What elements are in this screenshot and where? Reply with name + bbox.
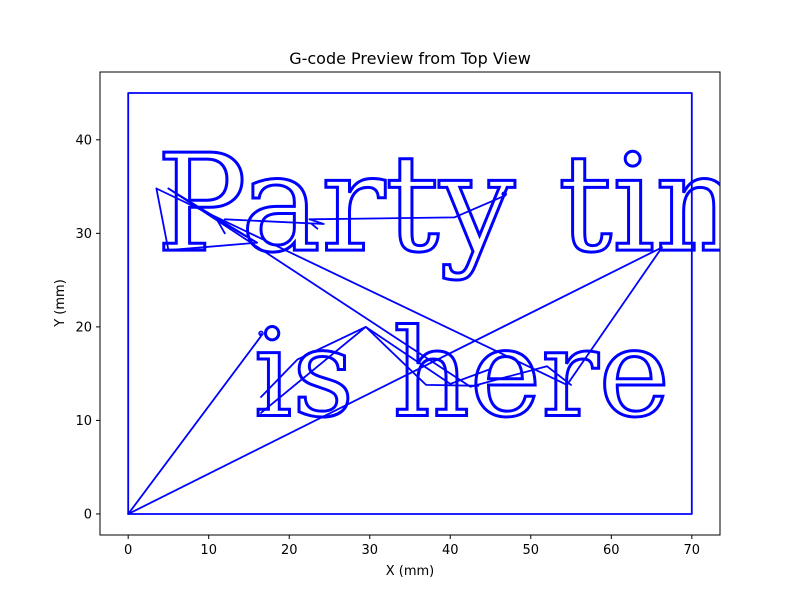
x-tick-label: 30 (361, 543, 378, 558)
x-tick-label: 50 (523, 543, 540, 558)
y-tick-label: 30 (75, 227, 92, 242)
x-tick-label: 0 (124, 543, 132, 558)
x-tick-label: 70 (684, 543, 701, 558)
toolpath-series-8 (260, 325, 492, 414)
engraved-text-line: is here (254, 305, 670, 445)
x-tick-label: 40 (442, 543, 459, 558)
x-tick-label: 10 (200, 543, 217, 558)
plot-content: Party time is here (127, 92, 800, 515)
toolpath-series-1 (127, 332, 262, 515)
toolpath-series-0 (127, 92, 693, 515)
toolpath-series-5 (215, 218, 258, 244)
chart-title: G-code Preview from Top View (289, 49, 531, 68)
toolpath-series-3 (155, 187, 258, 252)
plot-area (99, 71, 721, 536)
x-axis-label: X (mm) (386, 564, 435, 579)
toolpath-series-9 (310, 223, 319, 230)
toolpath-endpoint-marker (258, 330, 264, 337)
y-tick-label: 10 (75, 414, 92, 429)
y-axis-ticks: 0 10 20 30 40 (75, 133, 100, 522)
y-axis-label: Y (mm) (53, 279, 68, 328)
y-tick-label: 20 (75, 320, 92, 335)
x-tick-label: 20 (281, 543, 298, 558)
x-axis-ticks: 0 10 20 30 40 50 60 70 (124, 535, 700, 558)
toolpath-series-2 (127, 187, 663, 515)
toolpath-endpoint-marker (501, 191, 507, 197)
toolpath-series-4 (167, 187, 572, 388)
x-tick-label: 60 (603, 543, 620, 558)
engraved-text-line: Party time (156, 125, 800, 282)
y-tick-label: 0 (84, 507, 92, 522)
y-tick-label: 40 (75, 133, 92, 148)
